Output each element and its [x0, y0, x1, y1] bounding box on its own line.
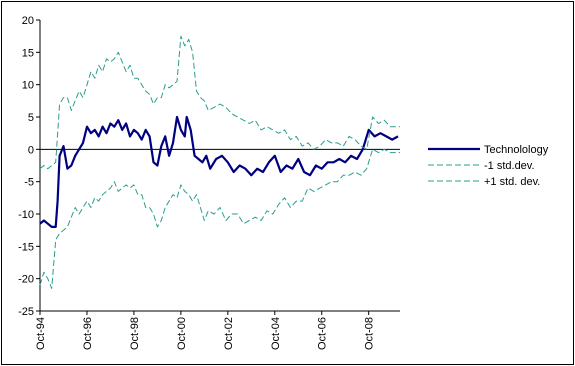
x-tick-label: Oct-02	[223, 317, 235, 350]
x-tick-label: Oct-04	[270, 317, 282, 350]
x-tick-label: Oct-08	[364, 317, 376, 350]
series-line-3	[39, 35, 400, 170]
x-tick-label: Oct-94	[35, 317, 47, 350]
legend-label-3: +1 std. dev.	[484, 176, 540, 188]
y-tick-label: -10	[18, 209, 34, 221]
y-tick-label: 10	[22, 80, 34, 92]
y-tick-label: 20	[22, 15, 34, 27]
series-line-2	[39, 148, 400, 289]
legend-label-2: -1 std.dev.	[484, 160, 535, 172]
x-tick-label: Oct-96	[82, 317, 94, 350]
y-tick-label: -15	[18, 241, 34, 253]
y-tick-label: -25	[18, 306, 34, 318]
series-line-1	[39, 115, 399, 228]
legend-label-1: Technolology	[484, 144, 549, 156]
y-axis: 20 15 10 5 0 -5 -10 -15 -20 -25	[18, 15, 41, 318]
y-tick-label: 15	[22, 47, 34, 59]
x-axis: Oct-94 Oct-96 Oct-98 Oct-00 Oct-02 Oct-04 Oct-…	[35, 148, 400, 350]
legend: Technolology -1 std.dev. +1 std. dev.	[428, 144, 549, 188]
x-tick-label: Oct-00	[176, 317, 188, 350]
y-tick-label: -20	[18, 274, 34, 286]
y-tick-label: 0	[28, 144, 34, 156]
y-tick-label: -5	[24, 177, 34, 189]
y-tick-label: 5	[28, 112, 34, 124]
x-tick-label: Oct-98	[129, 317, 141, 350]
x-tick-label: Oct-06	[317, 317, 329, 350]
series-lines	[39, 35, 400, 289]
